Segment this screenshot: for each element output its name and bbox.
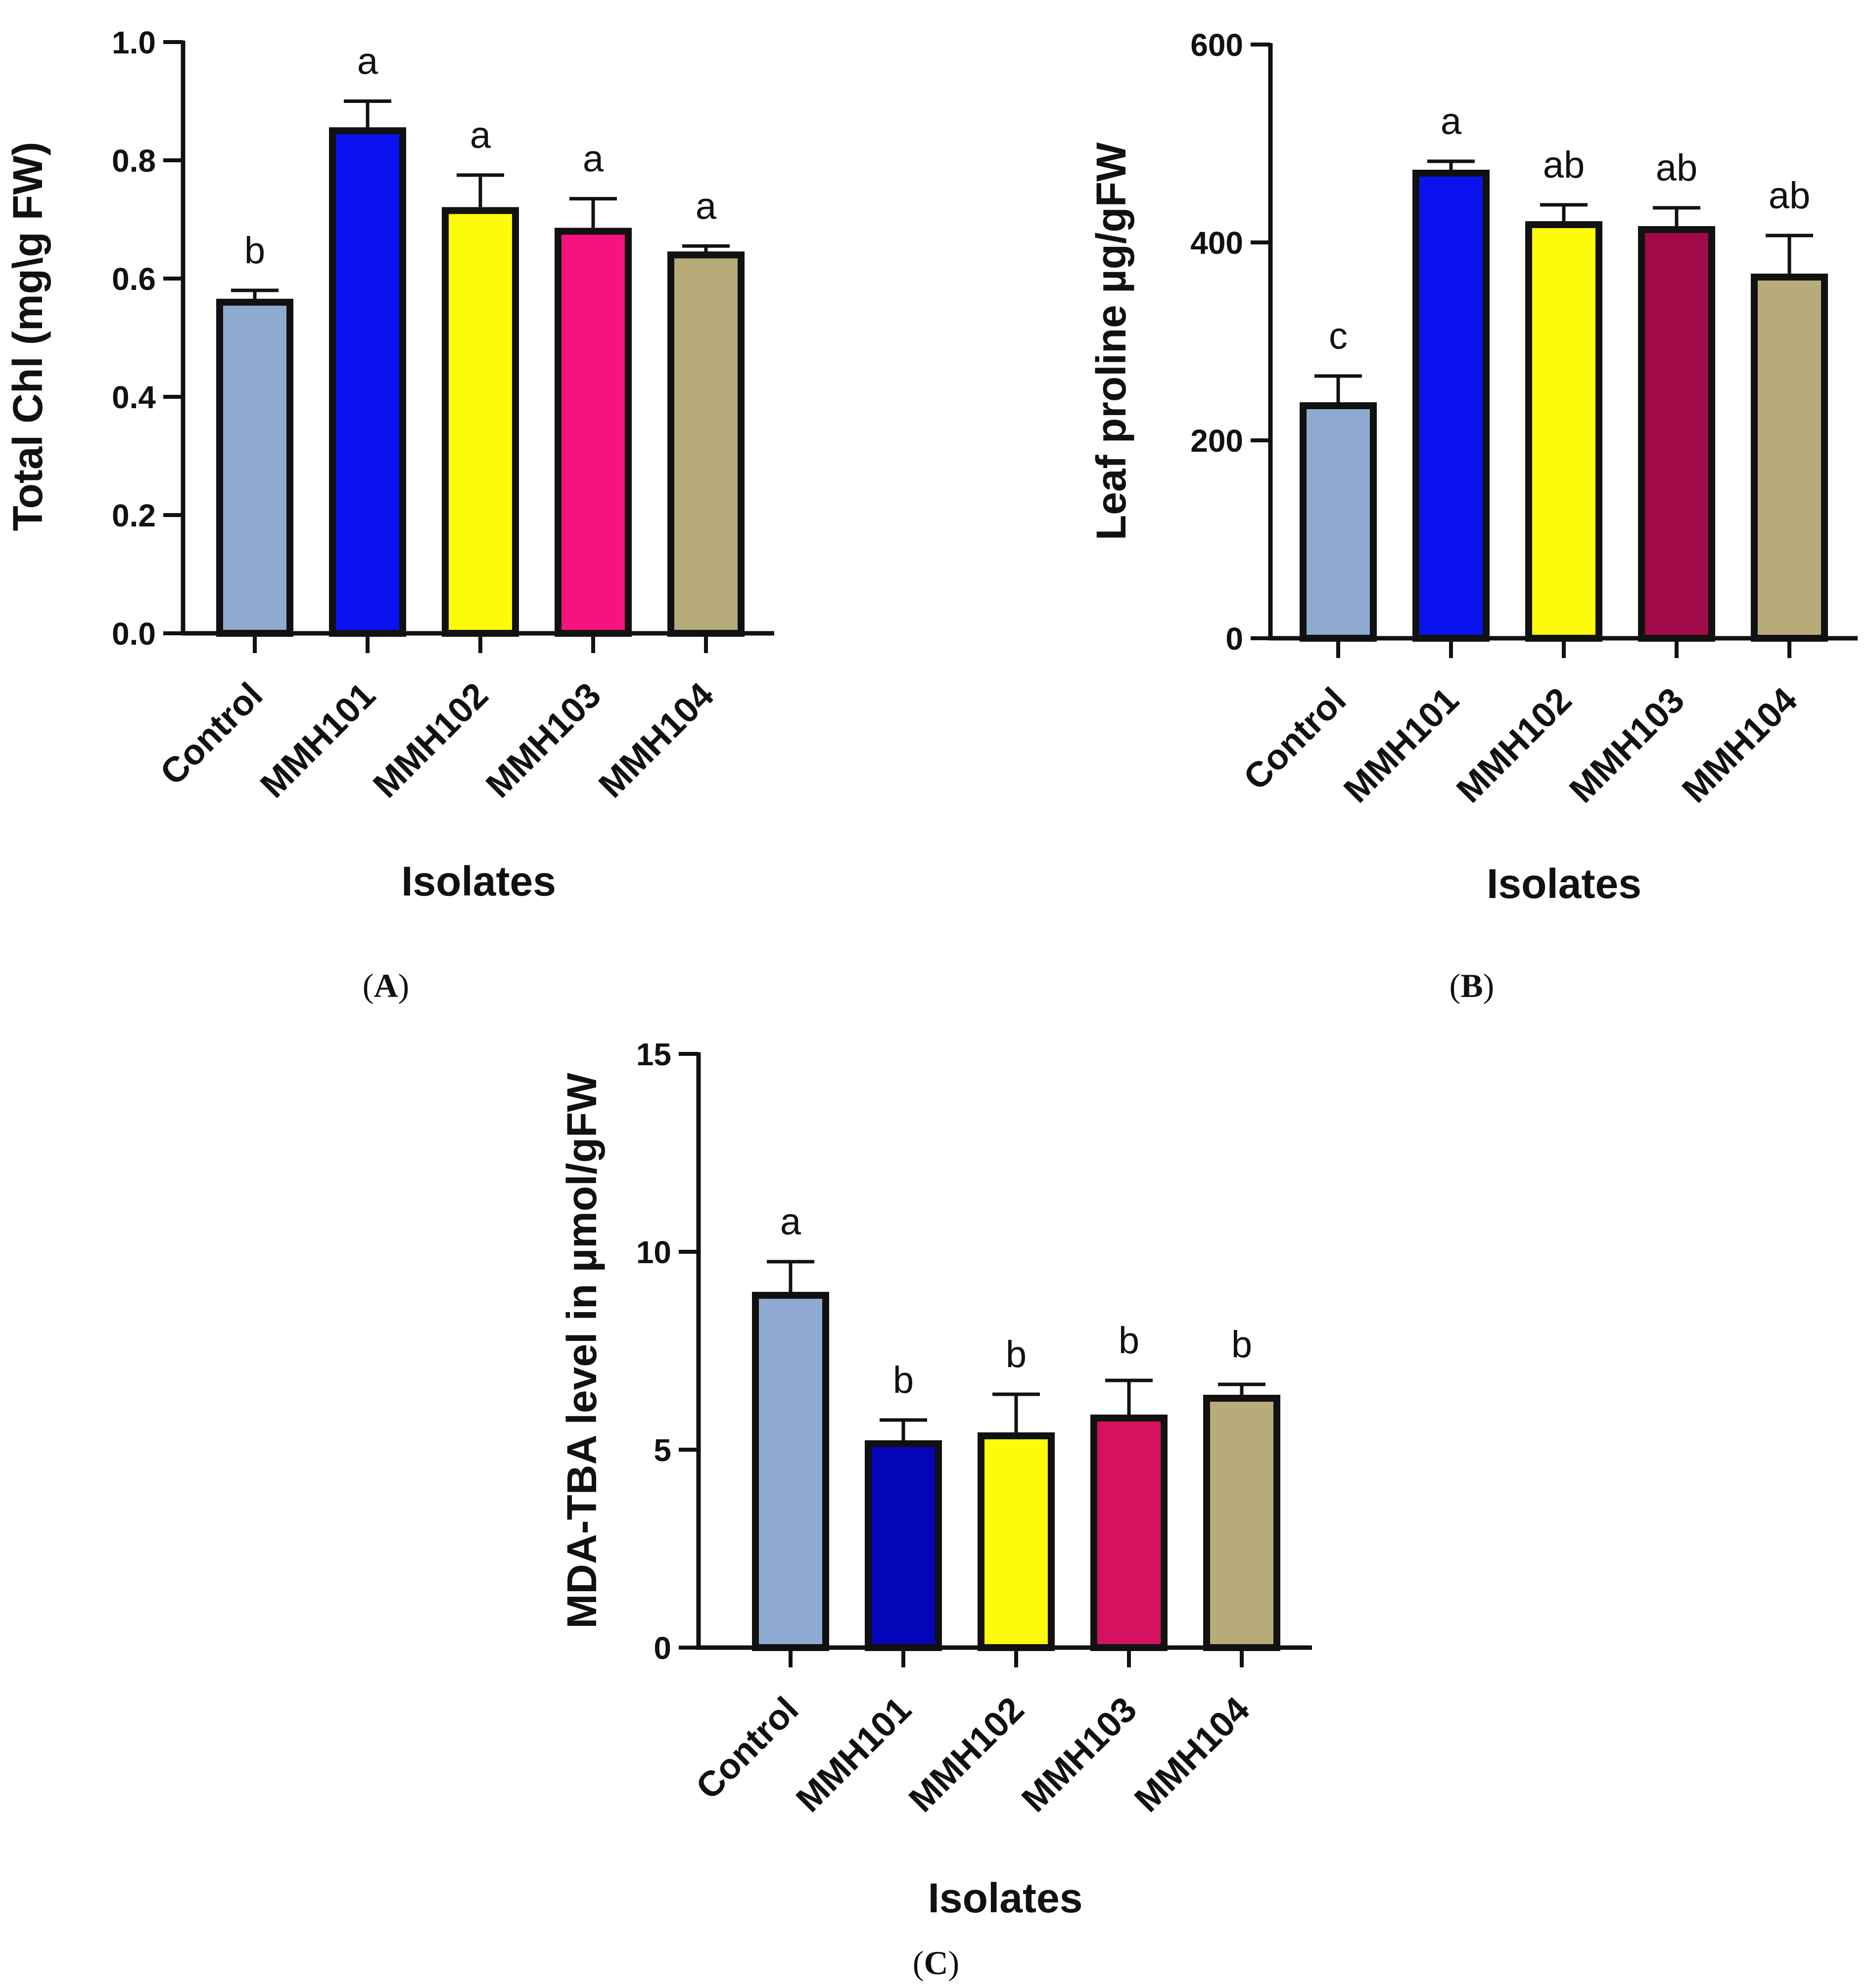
significance-label-a: a xyxy=(470,114,491,156)
bar-c xyxy=(752,1292,829,1651)
y-tick-label-c: 5 xyxy=(654,1432,671,1468)
category-label-c: MMH101 xyxy=(789,1690,919,1820)
significance-label-c: b xyxy=(1006,1333,1027,1375)
bar-b xyxy=(1751,274,1828,642)
panel-label-c-letter: C xyxy=(924,1944,948,1982)
panel-label-b-letter: B xyxy=(1460,967,1483,1004)
y-tick-label-b: 0 xyxy=(1225,621,1243,657)
category-label-b: MMH103 xyxy=(1562,680,1692,810)
chart-c: 0 5 10 15 MDA-TBA level in µmol/gFW a Control b… xyxy=(559,1037,1312,1921)
significance-label-a: a xyxy=(696,185,717,227)
category-label-b: MMH104 xyxy=(1675,680,1805,810)
category-label-c: MMH103 xyxy=(1014,1690,1144,1820)
bar-b xyxy=(1638,226,1715,642)
significance-label-c: a xyxy=(780,1201,801,1243)
x-axis-title-c: Isolates xyxy=(928,1875,1083,1921)
significance-label-a: a xyxy=(357,41,378,83)
panel-label-c: (C) xyxy=(913,1944,959,1982)
category-label-c: MMH104 xyxy=(1127,1690,1257,1820)
y-axis-title-c: MDA-TBA level in µmol/gFW xyxy=(559,1073,605,1629)
bar-c xyxy=(1090,1415,1168,1651)
bar-b xyxy=(1300,402,1377,642)
bar-a xyxy=(329,127,406,637)
y-tick-label-a: 0.6 xyxy=(112,261,156,297)
bar-a xyxy=(667,251,745,637)
x-axis-title-b: Isolates xyxy=(1487,860,1641,907)
significance-label-c: b xyxy=(1231,1324,1252,1366)
y-tick-label-a: 0.8 xyxy=(112,143,156,179)
y-tick-label-c: 0 xyxy=(654,1630,671,1666)
significance-label-c: b xyxy=(1119,1320,1139,1362)
category-label-c: MMH102 xyxy=(901,1690,1031,1820)
chart-a: 0.0 0.2 0.4 0.6 0.8 1.0 Total Chl (mg\g FW) b Co… xyxy=(4,25,774,904)
category-label-a: MMH103 xyxy=(478,675,608,805)
panel-label-a: (A) xyxy=(363,967,409,1004)
category-label-a: MMH104 xyxy=(591,675,721,805)
y-tick-label-a: 0.4 xyxy=(112,379,156,415)
panel-label-a-letter: A xyxy=(374,967,398,1004)
y-axis-title-b: Leaf proline µg/gFW xyxy=(1088,142,1134,540)
category-label-b: Control xyxy=(1236,680,1354,798)
significance-label-b: ab xyxy=(1769,175,1811,217)
y-tick-label-a: 0.2 xyxy=(112,498,156,533)
bar-b xyxy=(1412,170,1490,642)
significance-label-b: ab xyxy=(1656,147,1698,189)
category-label-a: MMH101 xyxy=(253,675,383,805)
bar-a xyxy=(442,207,519,637)
chart-b: 0 200 400 600 Leaf proline µg/gFW c Control a MM… xyxy=(1088,27,1858,907)
y-tick-label-c: 15 xyxy=(636,1037,671,1072)
bar-a xyxy=(555,228,632,637)
y-axis-title-a: Total Chl (mg\g FW) xyxy=(4,142,51,531)
category-label-b: MMH101 xyxy=(1336,680,1466,810)
y-tick-label-a: 1.0 xyxy=(112,25,156,60)
panel-label-b: (B) xyxy=(1450,967,1495,1004)
bar-c xyxy=(865,1440,942,1651)
significance-label-b: ab xyxy=(1543,144,1585,186)
bar-c xyxy=(1203,1395,1280,1651)
bar-a xyxy=(216,298,293,637)
category-label-b: MMH102 xyxy=(1449,680,1579,810)
category-label-c: Control xyxy=(689,1690,806,1807)
y-tick-label-c: 10 xyxy=(636,1234,671,1270)
significance-label-a: a xyxy=(583,138,604,180)
significance-label-b: a xyxy=(1441,100,1462,142)
y-tick-label-b: 400 xyxy=(1190,225,1243,261)
y-tick-label-b: 600 xyxy=(1190,27,1243,63)
x-axis-title-a: Isolates xyxy=(401,858,556,904)
category-label-a: MMH102 xyxy=(366,675,496,805)
y-tick-label-b: 200 xyxy=(1190,423,1243,459)
y-tick-label-a: 0.0 xyxy=(112,616,156,652)
significance-label-a: b xyxy=(244,230,265,272)
significance-label-b: c xyxy=(1329,315,1348,357)
bar-b xyxy=(1525,221,1602,642)
bar-c xyxy=(978,1432,1055,1651)
significance-label-c: b xyxy=(893,1359,914,1401)
category-label-a: Control xyxy=(153,675,271,793)
